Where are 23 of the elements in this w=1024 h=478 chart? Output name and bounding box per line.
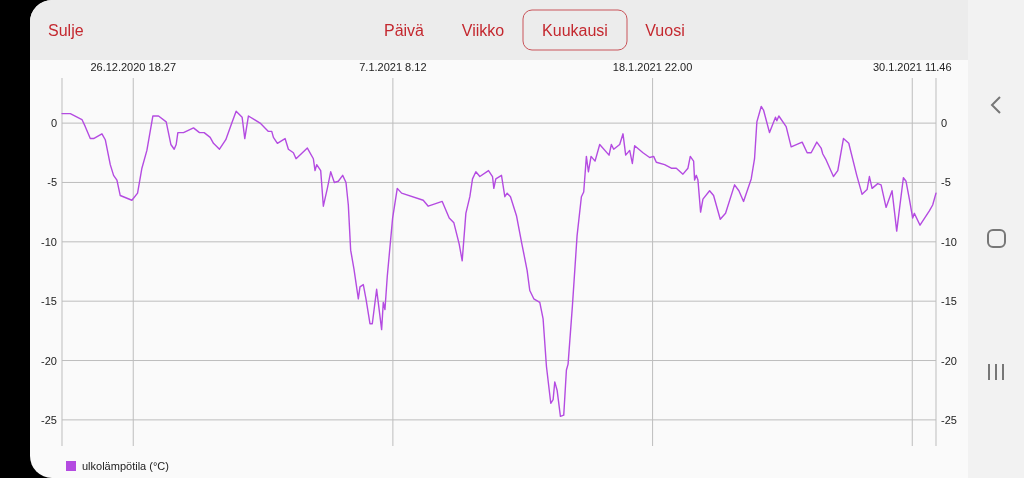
y2-tick-label: -20 xyxy=(941,354,957,367)
x-tick-label: 18.1.2021 22.00 xyxy=(612,61,693,73)
y2-tick-label: -15 xyxy=(941,295,957,308)
y2-tick-label: 0 xyxy=(941,117,948,130)
y-tick-label: -5 xyxy=(47,176,57,189)
text: Viikko xyxy=(461,22,505,39)
text: Sulje xyxy=(48,22,84,39)
y-tick-label: -15 xyxy=(41,295,57,308)
x-tick-label: 30.1.2021 11.46 xyxy=(872,61,952,73)
text: Kuukausi xyxy=(542,22,608,39)
y-tick-label: 0 xyxy=(50,117,57,130)
x-tick-label: 7.1.2021 8.12 xyxy=(359,61,427,73)
text: Päivä xyxy=(383,22,425,39)
y-tick-label: -10 xyxy=(41,235,57,248)
x-tick-label: 26.12.2020 18.27 xyxy=(90,61,177,73)
legend-label: ulkolämpötila (°C) xyxy=(82,460,169,472)
y-tick-label: -25 xyxy=(41,413,57,426)
y2-tick-label: -25 xyxy=(941,413,957,426)
y2-tick-label: -5 xyxy=(941,176,951,189)
text: Vuosi xyxy=(645,22,685,39)
line-series xyxy=(61,105,937,418)
y-tick-label: -20 xyxy=(41,354,57,367)
y2-tick-label: -10 xyxy=(941,235,957,248)
